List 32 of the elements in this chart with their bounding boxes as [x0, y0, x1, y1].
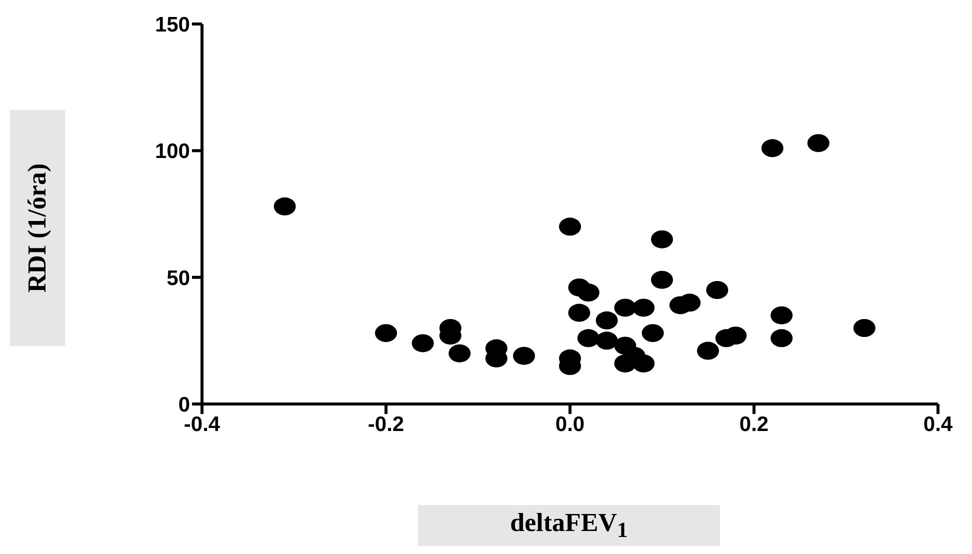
point: [375, 324, 397, 342]
point: [642, 324, 664, 342]
x-tick-label: -0.2: [368, 412, 404, 436]
point: [853, 319, 876, 337]
y-axis-title: RDI (1/óra): [22, 163, 52, 293]
point: [632, 298, 655, 317]
x-tick-label: 0.0: [555, 412, 585, 436]
point: [412, 334, 434, 352]
point: [596, 332, 618, 350]
point: [651, 270, 673, 289]
point: [706, 281, 728, 299]
x-tick-label: 0.4: [923, 412, 953, 436]
point: [761, 139, 784, 158]
x-tick-label: 0.2: [739, 412, 769, 436]
point: [770, 329, 793, 348]
point: [568, 304, 590, 322]
point: [770, 306, 793, 324]
point: [577, 329, 600, 348]
point: [596, 311, 618, 330]
y-tick-label: 100: [154, 140, 190, 164]
x-axis-title: deltaFEV$_{1}$: [510, 508, 628, 544]
point: [448, 344, 471, 362]
point: [274, 197, 296, 216]
point: [651, 230, 673, 248]
y-tick-label: 150: [154, 13, 190, 36]
point: [559, 218, 581, 236]
point: [697, 342, 719, 360]
point: [614, 298, 636, 317]
y-tick-label: 50: [166, 266, 190, 290]
point: [577, 284, 600, 302]
point: [513, 346, 535, 365]
point: [807, 134, 830, 152]
